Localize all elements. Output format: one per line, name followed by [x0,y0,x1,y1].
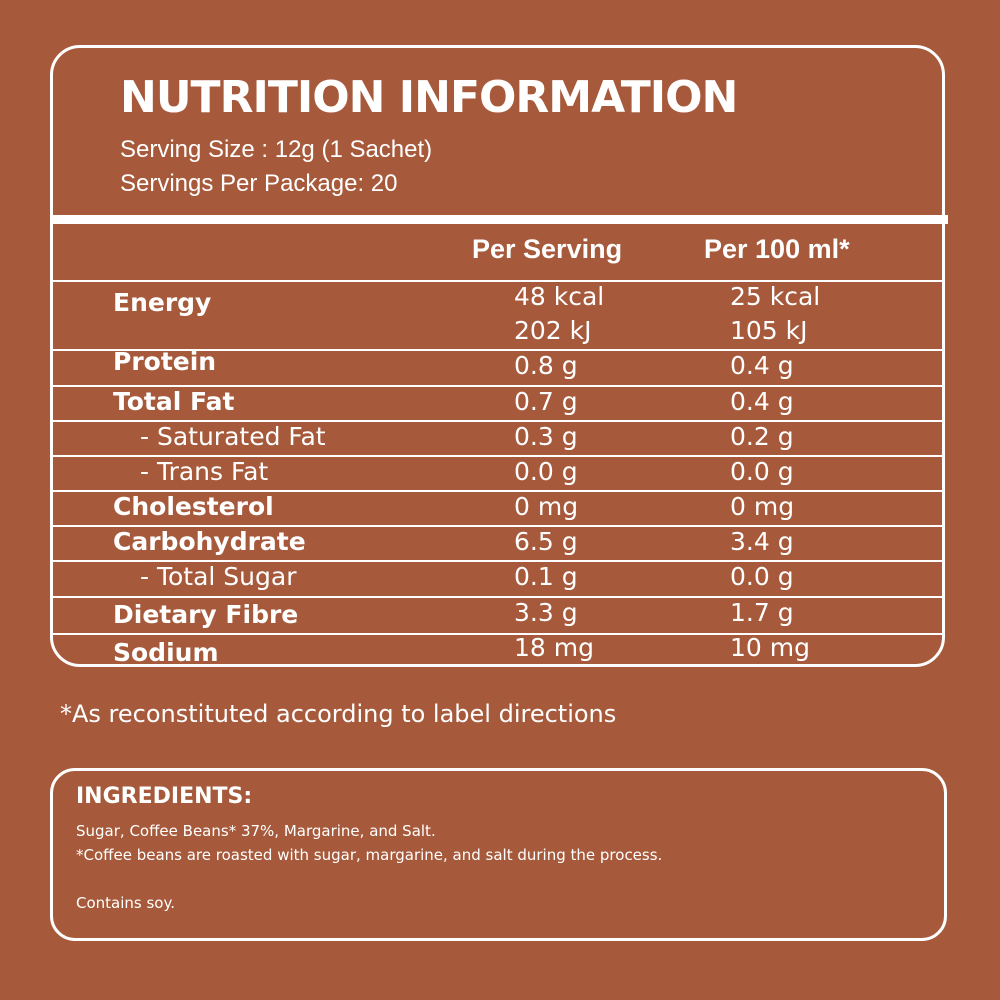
total-sugar-per-100ml: 0.0 g [730,562,794,591]
row-divider [53,420,942,422]
row-divider [53,560,942,562]
trans-fat-per-serving: 0.0 g [514,457,578,486]
allergen-statement: Contains soy. [76,894,175,912]
row-label-saturated-fat: - Saturated Fat [140,422,326,451]
carbohydrate-per-serving: 6.5 g [514,527,578,556]
trans-fat-per-100ml: 0.0 g [730,457,794,486]
sodium-per-serving: 18 mg [514,633,594,662]
dietary-fibre-per-100ml: 1.7 g [730,598,794,627]
cholesterol-per-serving: 0 mg [514,492,579,521]
row-divider [53,596,942,598]
row-divider [53,455,942,457]
protein-per-serving: 0.8 g [514,351,578,380]
page-title: NUTRITION INFORMATION [120,72,738,123]
column-header-per-100ml: Per 100 ml* [704,234,850,264]
dietary-fibre-per-serving: 3.3 g [514,598,578,627]
row-divider [53,280,942,282]
row-label-carbohydrate: Carbohydrate [113,527,306,556]
energy-per-serving-kj: 202 kJ [514,316,592,345]
row-divider [53,633,942,635]
total-fat-per-serving: 0.7 g [514,387,578,416]
row-divider [53,490,942,492]
energy-per-100ml-kj: 105 kJ [730,316,808,345]
cholesterol-per-100ml: 0 mg [730,492,795,521]
protein-per-100ml: 0.4 g [730,351,794,380]
saturated-fat-per-100ml: 0.2 g [730,422,794,451]
sodium-per-100ml: 10 mg [730,633,810,662]
row-divider [53,385,942,387]
row-label-cholesterol: Cholesterol [113,492,274,521]
row-label-trans-fat: - Trans Fat [140,457,269,486]
saturated-fat-per-serving: 0.3 g [514,422,578,451]
row-label-total-sugar: - Total Sugar [140,562,297,591]
row-divider [53,525,942,527]
nutrition-panel [50,45,945,667]
ingredients-note: *Coffee beans are roasted with sugar, ma… [76,846,663,864]
energy-per-100ml-kcal: 25 kcal [730,282,821,311]
energy-per-serving-kcal: 48 kcal [514,282,605,311]
header-divider [50,215,948,224]
ingredients-panel [50,768,947,941]
row-label-dietary-fibre: Dietary Fibre [113,600,299,629]
servings-per-package: Servings Per Package: 20 [120,170,398,197]
serving-size: Serving Size : 12g (1 Sachet) [120,136,433,163]
total-sugar-per-serving: 0.1 g [514,562,578,591]
row-label-energy: Energy [113,288,212,317]
ingredients-list: Sugar, Coffee Beans* 37%, Margarine, and… [76,822,436,840]
total-fat-per-100ml: 0.4 g [730,387,794,416]
row-label-sodium: Sodium [113,638,219,667]
carbohydrate-per-100ml: 3.4 g [730,527,794,556]
row-label-protein: Protein [113,347,217,376]
column-header-per-serving: Per Serving [472,234,623,264]
row-label-total-fat: Total Fat [113,387,235,416]
ingredients-title: INGREDIENTS: [76,784,253,809]
row-divider [53,349,942,351]
reconstitution-footnote: *As reconstituted according to label dir… [60,700,617,728]
